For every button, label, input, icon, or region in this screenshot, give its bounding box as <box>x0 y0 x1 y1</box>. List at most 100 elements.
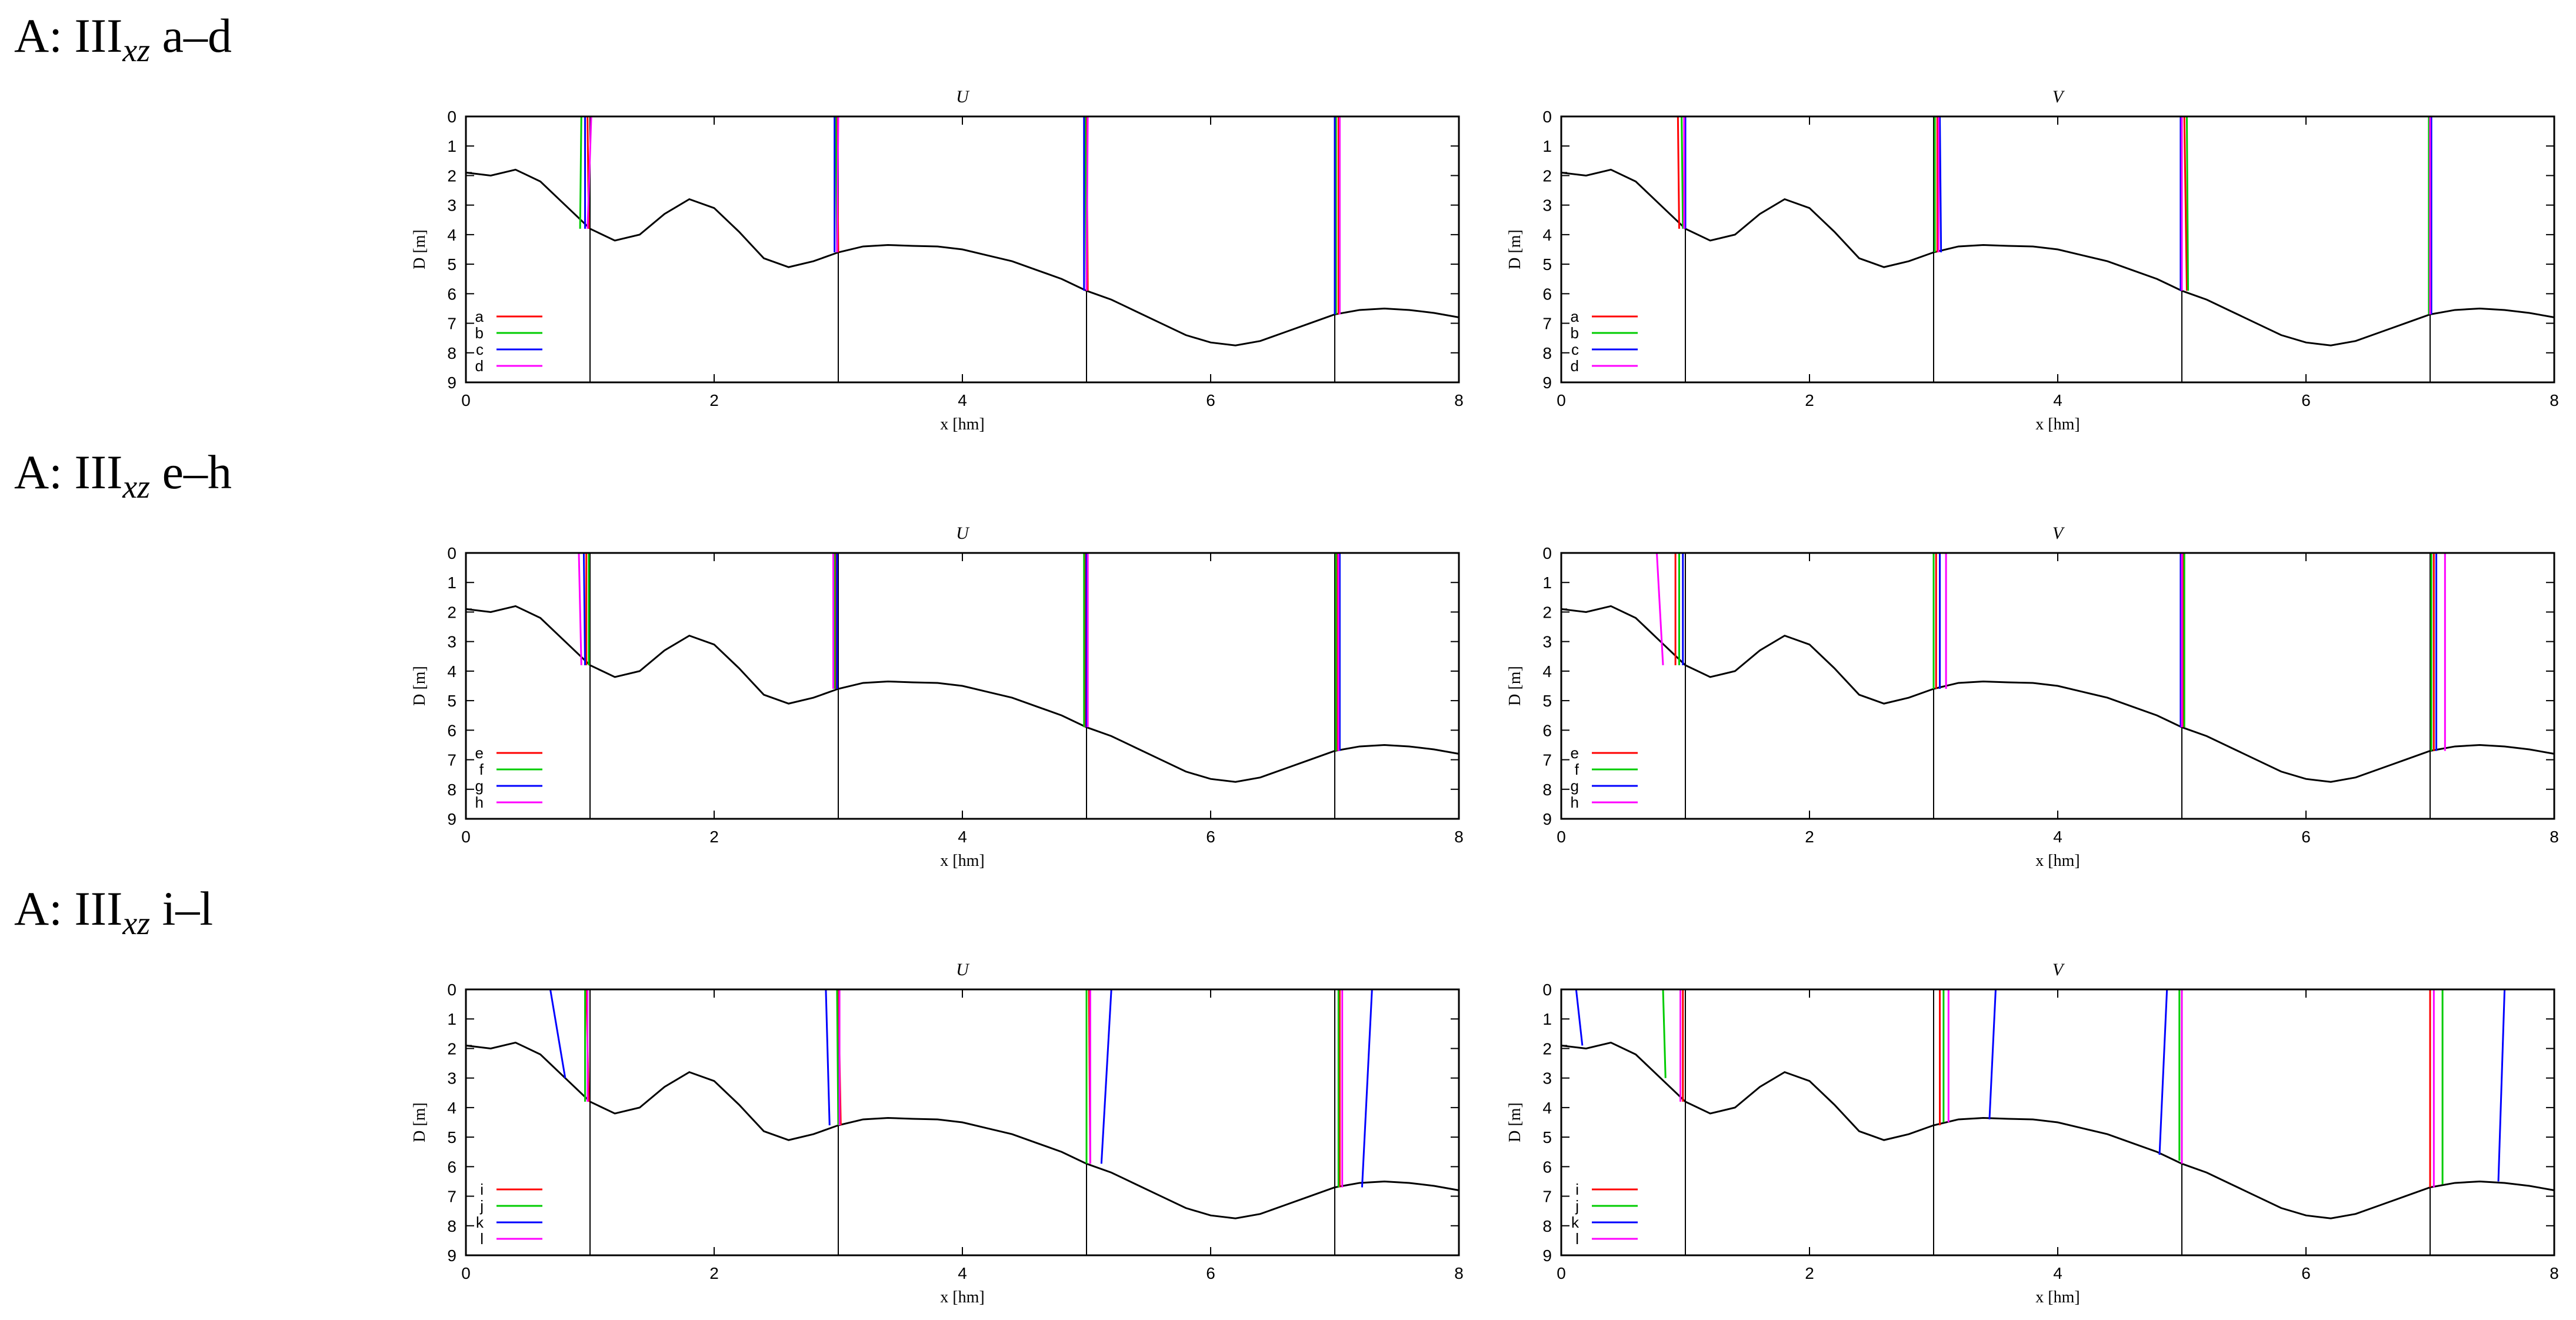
series-k-profile <box>1100 989 1112 1164</box>
y-tick-label: 0 <box>1542 981 1552 999</box>
y-tick-label: 9 <box>1542 1246 1552 1265</box>
y-tick-label: 4 <box>447 1099 456 1117</box>
legend-label: h <box>475 794 484 811</box>
series-c-profile <box>1939 116 1942 253</box>
legend-label: j <box>1575 1197 1579 1215</box>
y-axis-label: D [m] <box>411 229 429 269</box>
y-tick-label: 4 <box>447 226 456 244</box>
x-tick-label: 0 <box>461 391 471 409</box>
y-tick-label: 0 <box>447 544 456 562</box>
y-tick-label: 3 <box>1542 633 1552 651</box>
y-axis-label: D [m] <box>411 1102 429 1142</box>
y-tick-label: 4 <box>1542 662 1552 681</box>
series-d-profile <box>586 116 592 229</box>
series-h-profile <box>1655 552 1664 665</box>
x-axis-label: x [hm] <box>2035 415 2080 434</box>
row-heading-prefix: A: III <box>14 882 122 935</box>
y-tick-label: 5 <box>1542 255 1552 274</box>
legend-label: h <box>1571 794 1579 811</box>
series-d-profile <box>836 116 839 253</box>
series-k-profile <box>1988 989 1997 1120</box>
x-tick-label: 8 <box>2550 391 2559 409</box>
x-tick-label: 4 <box>2053 828 2062 846</box>
series-b-profile <box>2185 116 2190 291</box>
series-g-profile <box>582 552 586 665</box>
chart-title: V <box>2052 960 2065 979</box>
y-tick-label: 7 <box>447 1188 456 1206</box>
y-tick-label: 5 <box>1542 692 1552 710</box>
series-a-profile <box>1677 116 1680 229</box>
x-tick-label: 6 <box>1206 391 1215 409</box>
y-tick-label: 1 <box>447 1010 456 1028</box>
x-tick-label: 6 <box>1206 828 1215 846</box>
legend-label: d <box>1571 357 1579 375</box>
x-tick-label: 4 <box>958 1264 967 1282</box>
y-tick-label: 8 <box>447 781 456 799</box>
y-tick-label: 6 <box>1542 285 1552 303</box>
x-tick-label: 0 <box>461 828 471 846</box>
series-k-profile <box>1361 989 1373 1188</box>
x-tick-label: 2 <box>1805 391 1814 409</box>
row-heading-suffix: e–h <box>150 445 232 499</box>
y-tick-label: 2 <box>447 166 456 185</box>
legend-label: e <box>475 744 484 762</box>
chart-title: V <box>2052 524 2065 543</box>
y-tick-label: 7 <box>1542 751 1552 769</box>
y-tick-label: 3 <box>1542 196 1552 215</box>
y-tick-label: 3 <box>1542 1069 1552 1088</box>
chart-title: U <box>956 524 970 543</box>
y-tick-label: 6 <box>447 285 456 303</box>
row-heading-suffix: a–d <box>150 9 232 62</box>
chart-title: V <box>2052 87 2065 106</box>
y-tick-label: 8 <box>447 1217 456 1235</box>
y-tick-label: 2 <box>447 1039 456 1058</box>
y-tick-label: 6 <box>1542 721 1552 739</box>
legend-label: g <box>1571 777 1579 795</box>
legend-label: a <box>475 308 484 325</box>
x-axis-label: x [hm] <box>2035 852 2080 870</box>
legend-label: b <box>475 324 484 342</box>
x-tick-label: 6 <box>1206 1264 1215 1282</box>
plot-frame <box>465 988 1460 1256</box>
series-k-profile <box>549 989 566 1078</box>
series-k-profile <box>2158 989 2168 1155</box>
y-tick-label: 1 <box>1542 574 1552 592</box>
x-tick-label: 0 <box>1557 1264 1566 1282</box>
y-tick-label: 9 <box>1542 810 1552 828</box>
x-tick-label: 4 <box>2053 391 2062 409</box>
y-tick-label: 7 <box>447 751 456 769</box>
legend-label: a <box>1571 308 1579 325</box>
y-tick-label: 4 <box>447 662 456 681</box>
terrain-line <box>465 605 1459 783</box>
legend-label: c <box>1571 341 1579 358</box>
y-tick-label: 9 <box>447 374 456 392</box>
x-tick-label: 6 <box>2301 1264 2311 1282</box>
terrain-line <box>465 1041 1459 1219</box>
y-tick-label: 8 <box>447 344 456 362</box>
y-tick-label: 9 <box>1542 374 1552 392</box>
y-tick-label: 8 <box>1542 344 1552 362</box>
y-tick-label: 4 <box>1542 1099 1552 1117</box>
chart-title: U <box>956 87 970 106</box>
x-tick-label: 4 <box>958 391 967 409</box>
y-tick-label: 8 <box>1542 781 1552 799</box>
series-a-profile <box>2183 116 2188 291</box>
x-tick-label: 2 <box>709 391 719 409</box>
plot-frame <box>465 115 1460 384</box>
row-heading-subscript: xz <box>122 905 150 942</box>
y-tick-label: 0 <box>1542 544 1552 562</box>
series-k-profile <box>825 989 831 1126</box>
x-tick-label: 6 <box>2301 391 2311 409</box>
legend-label: k <box>1571 1214 1579 1231</box>
row-heading-subscript: xz <box>122 32 150 69</box>
y-tick-label: 1 <box>1542 1010 1552 1028</box>
terrain-line <box>465 168 1459 346</box>
y-tick-label: 9 <box>447 810 456 828</box>
row-heading-subscript: xz <box>122 469 150 505</box>
row-heading-prefix: A: III <box>14 9 122 62</box>
